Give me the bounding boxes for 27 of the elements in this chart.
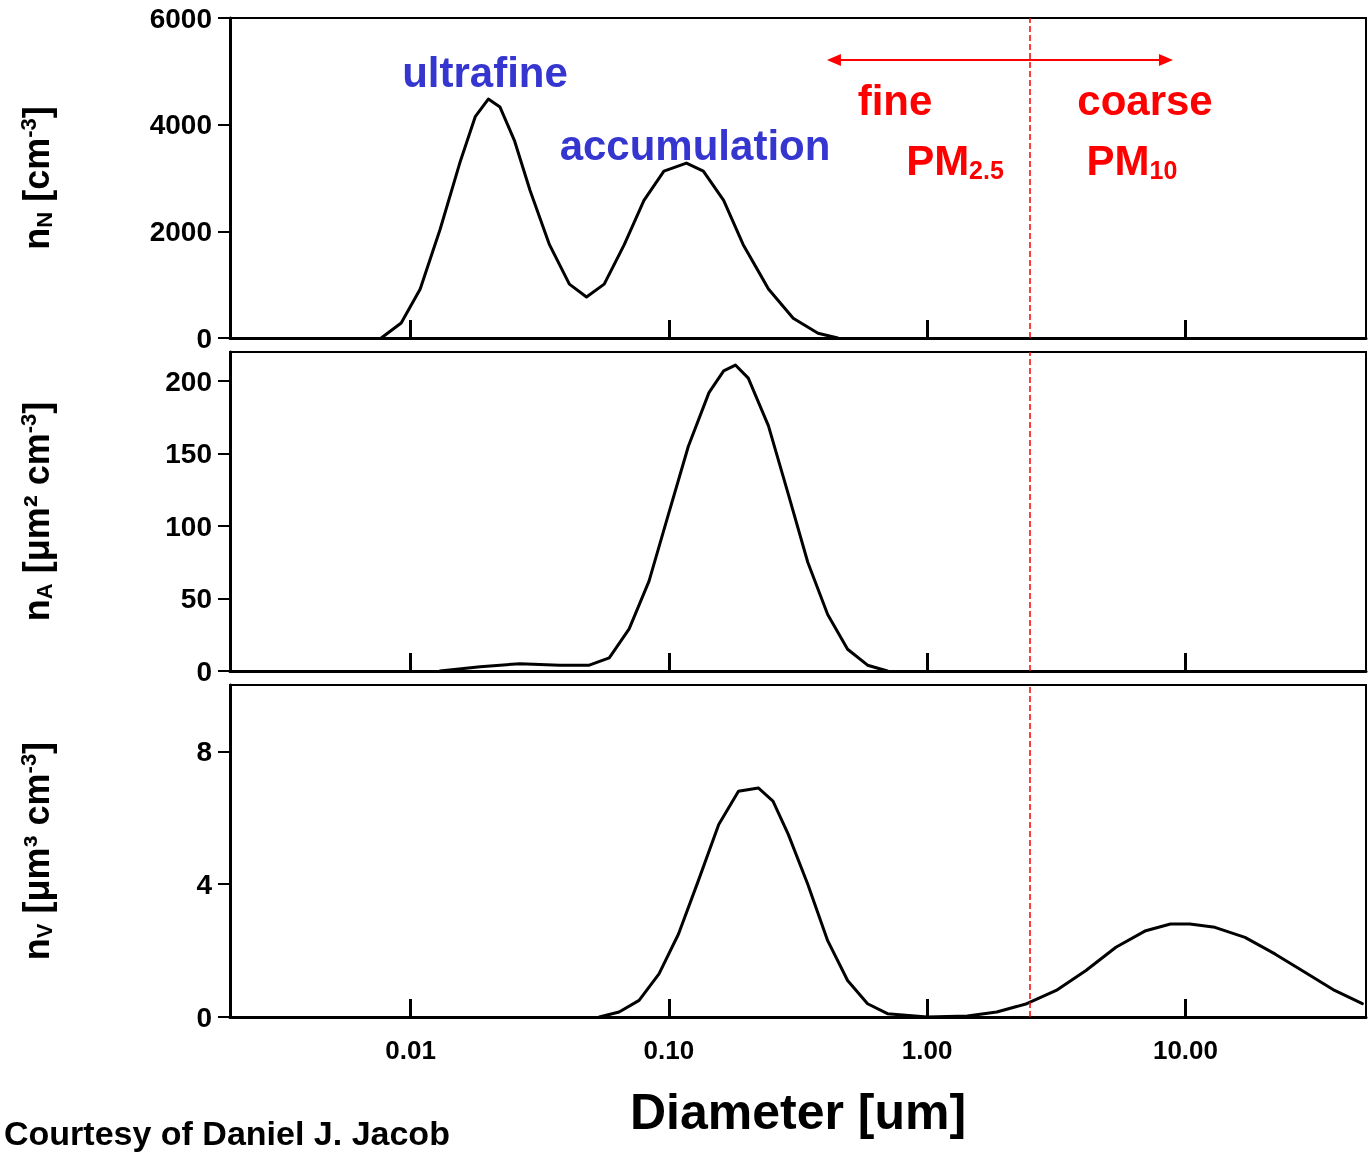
y-axis-title: nN [cm-3] xyxy=(15,106,57,250)
y-tick-label: 4000 xyxy=(149,109,212,141)
x-tick-label: 0.10 xyxy=(643,1035,695,1065)
y-tick-label: 200 xyxy=(165,365,212,397)
text: Courtesy of Daniel J. Jacob xyxy=(4,1114,450,1152)
y-tick-label: 0 xyxy=(196,322,212,354)
y-tick-label: 8 xyxy=(196,735,212,767)
annotation: PM2.5 xyxy=(906,136,1004,184)
y-tick-label: 0 xyxy=(196,1001,212,1033)
annotation: fine xyxy=(857,76,933,124)
annotation: accumulation xyxy=(559,121,831,169)
y-axis-title: nV [μm³ cm-3] xyxy=(15,741,57,961)
y-axis-title: nA [μm² cm-3] xyxy=(15,401,57,622)
x-axis-title: Diameter [um] xyxy=(629,1084,967,1140)
y-tick-label: 50 xyxy=(180,583,212,614)
x-tick-label: 10.00 xyxy=(1152,1035,1218,1065)
y-tick-label: 0 xyxy=(196,655,212,687)
x-tick-label: 0.01 xyxy=(385,1035,436,1065)
y-tick-label: 2000 xyxy=(149,215,212,247)
annotation: coarse xyxy=(1077,76,1213,124)
y-tick-label: 4 xyxy=(196,868,213,900)
annotation: PM10 xyxy=(1086,136,1178,184)
y-tick-label: 150 xyxy=(165,438,212,469)
annotation: ultrafine xyxy=(402,48,568,96)
y-tick-label: 6000 xyxy=(149,2,212,34)
x-tick-label: 1.00 xyxy=(901,1035,953,1065)
y-tick-label: 100 xyxy=(165,510,212,542)
